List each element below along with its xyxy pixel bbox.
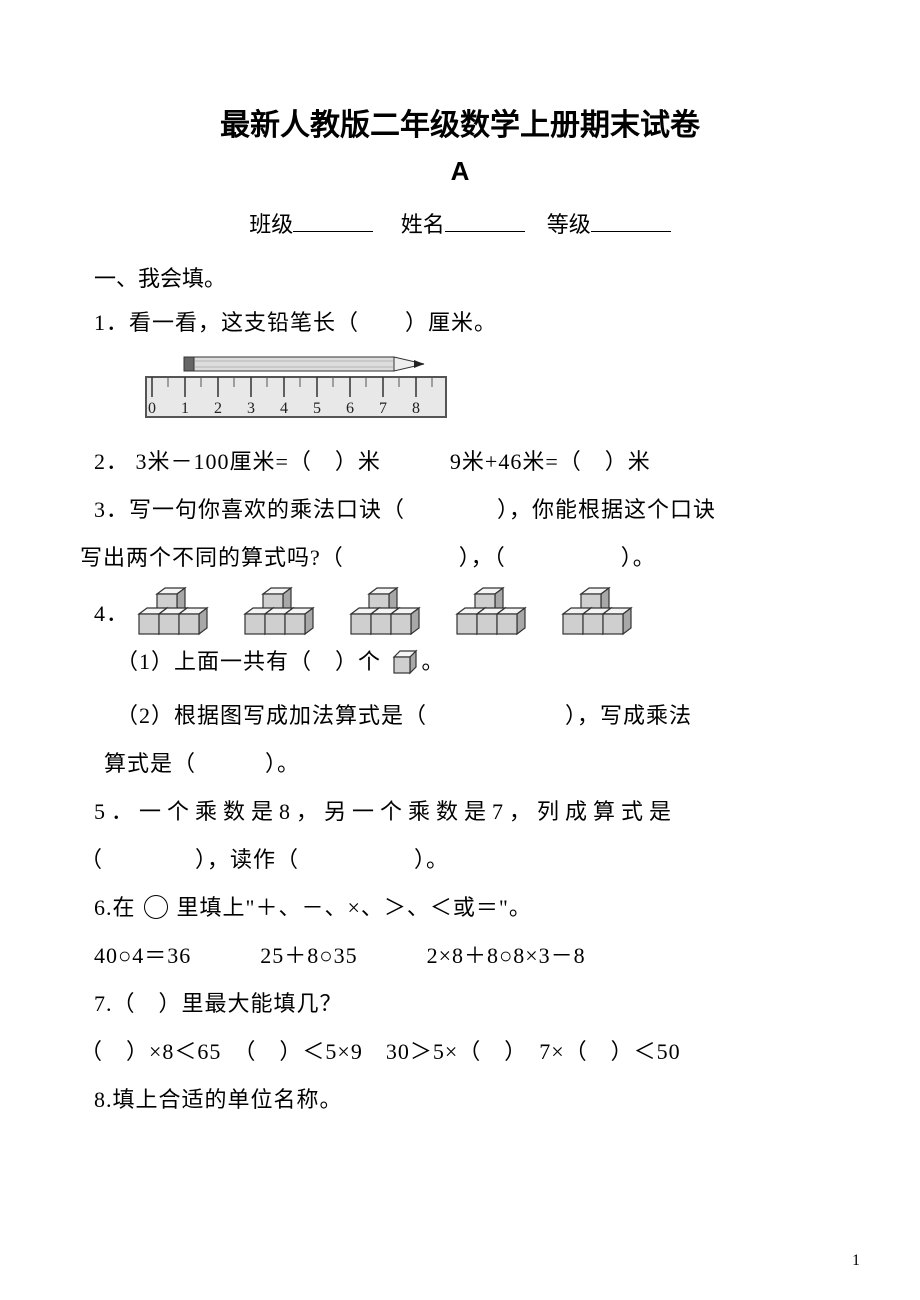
ruler-tick-8: 8: [412, 400, 420, 417]
info-line: 班级 姓名 等级: [80, 207, 840, 239]
class-label: 班级: [249, 212, 293, 237]
ruler-figure: 0 1 2 3 4 5 6 7 8: [140, 351, 460, 428]
cube-group-icon: [243, 584, 319, 636]
section-1-title: 一、我会填。: [94, 261, 840, 293]
question-8: 8.填上合适的单位名称。: [94, 1078, 840, 1122]
question-4-label: 4．: [94, 584, 840, 636]
ruler-tick-1: 1: [181, 400, 189, 417]
cube-group-icon: [349, 584, 425, 636]
question-7-line1: 7.（ ）里最大能填几？: [94, 982, 840, 1026]
ruler-tick-2: 2: [214, 400, 222, 417]
question-5-line1: 5．一个乘数是8，另一个乘数是7，列成算式是: [94, 790, 840, 834]
page-number: 1: [852, 1252, 860, 1270]
page-subtitle: A: [80, 156, 840, 187]
question-1: 1．看一看，这支铅笔长（ ）厘米。: [94, 301, 840, 345]
q4-1-text-b: 。: [422, 649, 445, 674]
ruler-tick-4: 4: [280, 400, 288, 417]
ruler-tick-6: 6: [346, 400, 354, 417]
question-4-1: （1）上面一共有（ ）个 。: [116, 640, 840, 690]
cube-group-icon: [455, 584, 531, 636]
class-blank: [293, 209, 373, 232]
ruler-tick-0: 0: [148, 400, 156, 417]
name-blank: [445, 209, 525, 232]
question-3-line2: 写出两个不同的算式吗?（ ），（ ）。: [80, 536, 840, 580]
ruler-tick-3: 3: [247, 400, 255, 417]
question-4-2b: 算式是（ ）。: [104, 742, 840, 786]
ruler-tick-7: 7: [379, 400, 387, 417]
question-5-line2: （ ），读作（ ）。: [80, 838, 840, 882]
question-7-line2: （ ）×8＜65 （ ）＜5×9 30＞5×（ ） 7×（ ）＜50: [80, 1030, 840, 1074]
grade-blank: [591, 209, 671, 232]
q4-1-text-a: （1）上面一共有（ ）个: [116, 649, 381, 674]
q4-num: 4．: [94, 592, 129, 636]
circle-icon: [144, 895, 168, 919]
cube-group-icon: [137, 584, 213, 636]
q6-text-a: 6.在: [94, 895, 136, 920]
cube-group-icon: [561, 584, 637, 636]
question-4-2a: （2）根据图写成加法算式是（ ），写成乘法: [116, 694, 840, 738]
ruler-tick-5: 5: [313, 400, 321, 417]
page-title: 最新人教版二年级数学上册期末试卷: [80, 100, 840, 144]
question-6-line2: 40○4＝36 25＋8○35 2×8＋8○8×3－8: [94, 934, 840, 978]
question-2: 2． 3米－100厘米=（ ）米 9米+46米=（ ）米: [94, 440, 840, 484]
grade-label: 等级: [547, 212, 591, 237]
question-6-line1: 6.在 里填上"＋、－、×、＞、＜或＝"。: [94, 886, 840, 930]
name-label: 姓名: [401, 212, 445, 237]
question-3-line1: 3．写一句你喜欢的乘法口诀（ ），你能根据这个口诀: [94, 488, 840, 532]
q6-text-b: 里填上"＋、－、×、＞、＜或＝"。: [177, 895, 532, 920]
single-cube-icon: [392, 646, 418, 690]
